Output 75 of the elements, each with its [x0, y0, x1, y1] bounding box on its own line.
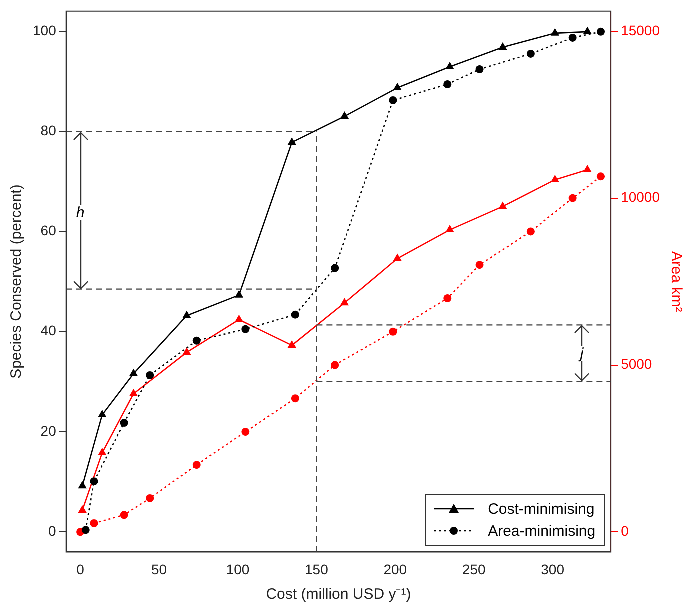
point [393, 254, 402, 262]
point [129, 388, 138, 396]
point [291, 394, 300, 403]
point [234, 314, 244, 322]
point [288, 138, 296, 146]
point [146, 371, 154, 380]
x-axis-title: Cost (million USD y⁻¹) [266, 586, 412, 604]
y-tick-label: 80 [40, 122, 57, 138]
point [120, 511, 128, 520]
point [146, 494, 154, 502]
point [182, 348, 192, 356]
y-tick-label: 20 [40, 422, 57, 439]
x-tick-label: 50 [151, 561, 168, 578]
point [583, 26, 592, 34]
legend-label: Area-minimising [488, 522, 596, 540]
point [192, 336, 201, 345]
y2-tick-label: 15000 [621, 22, 660, 38]
point [389, 328, 398, 336]
point [340, 112, 350, 120]
y-tick-label: 100 [33, 22, 57, 38]
y2-axis-title: Area km² [668, 251, 685, 312]
point [393, 83, 402, 91]
point [568, 194, 577, 202]
point [568, 34, 577, 42]
point [291, 310, 300, 319]
y-tick-label: 40 [40, 322, 57, 339]
annotation: h [76, 204, 85, 222]
point [98, 410, 107, 418]
point [90, 519, 98, 528]
point [526, 228, 535, 236]
point [526, 50, 535, 58]
x-tick-label: 100 [226, 561, 250, 578]
point [596, 172, 605, 181]
x-tick-label: 200 [384, 561, 408, 578]
point [242, 325, 250, 334]
point [242, 428, 250, 436]
y2-tick-label: 0 [621, 523, 630, 540]
x-tick-label: 0 [76, 561, 85, 578]
point [78, 481, 87, 489]
point [182, 310, 192, 318]
y2-tick-label: 5000 [621, 356, 652, 372]
point [120, 419, 128, 428]
point [331, 264, 340, 272]
point [550, 174, 560, 182]
point [129, 368, 138, 376]
point [389, 96, 398, 105]
point [583, 164, 592, 172]
point [98, 448, 107, 456]
point [446, 62, 454, 70]
point [288, 340, 296, 348]
legend-label: Cost-minimising [488, 500, 595, 518]
y2-tick-label: 10000 [621, 189, 660, 206]
point [78, 505, 87, 513]
point [234, 290, 244, 298]
x-tick-label: 150 [304, 561, 329, 578]
annotation: j [580, 345, 584, 362]
x-tick-label: 300 [541, 561, 565, 578]
point [498, 202, 508, 210]
point [444, 294, 452, 302]
point [82, 526, 90, 534]
point [476, 261, 484, 270]
x-tick-label: 250 [462, 561, 486, 578]
point [192, 461, 201, 470]
point [90, 478, 98, 486]
point [340, 298, 350, 306]
point [596, 28, 605, 36]
point [331, 361, 340, 370]
point [550, 28, 560, 36]
point [446, 225, 454, 233]
point [476, 65, 484, 74]
y-tick-label: 60 [40, 222, 57, 239]
point [498, 42, 508, 50]
point [444, 80, 452, 89]
y-axis-title: Species Conserved (percent) [8, 184, 26, 379]
y-tick-label: 0 [48, 523, 57, 540]
